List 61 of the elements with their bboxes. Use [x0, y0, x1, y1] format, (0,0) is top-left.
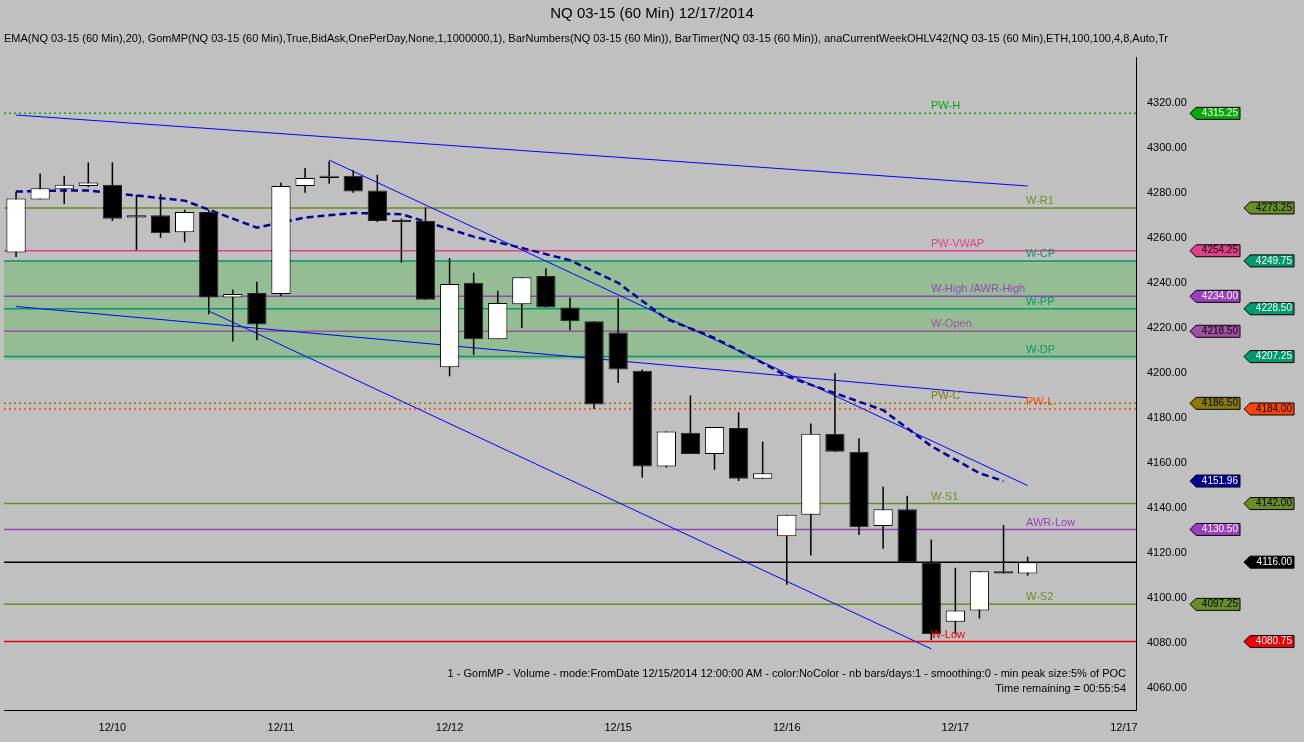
y-tick-label: 4180.00: [1147, 411, 1187, 424]
text: 4116.00: [1256, 555, 1293, 567]
text: 4228.50: [1255, 302, 1293, 314]
y-tick-label: 4280.00: [1147, 185, 1187, 198]
y-tick-label: 4140.00: [1147, 501, 1187, 514]
ref-line-label: PW-VWAP: [931, 236, 985, 249]
ref-line-label: W-Open: [931, 317, 972, 330]
x-tick-label: 12/12: [435, 721, 464, 734]
y-tick-label: 4260.00: [1147, 230, 1187, 243]
text: 4249.75: [1255, 254, 1293, 266]
ref-line-label: PW-C: [931, 389, 961, 402]
text: EMA(NQ 03-15 (60 Min),20), GomMP(NQ 03-15 (60 Min),True,BidAsk,OnePerDay,None,1,1000000,1), BarNumbers(NQ 03-15 (60 Min)), BarTimer(NQ 03-15 (60 Min)), anaCurrentWeekOHLV42(NQ 03-15 (60 Min),ETH,100,100,4,8,Auto,Tr: [4, 32, 1169, 44]
text: 4254.25: [1201, 244, 1239, 256]
candlestick: [175, 208, 195, 244]
y-tick-label: 4220.00: [1147, 320, 1187, 333]
text: 4273.25: [1255, 201, 1293, 213]
text: 4315.25: [1201, 107, 1239, 119]
y-tick-label: 4320.00: [1147, 95, 1187, 108]
text: 4151.96: [1201, 474, 1239, 486]
ref-line-label: W-PP: [1026, 294, 1055, 307]
ref-line-label: W-S2: [1026, 590, 1054, 603]
text: 4234.00: [1201, 290, 1239, 302]
x-tick-label: 12/17: [941, 721, 970, 734]
candlestick: [30, 172, 50, 201]
text: 4097.25: [1201, 598, 1239, 610]
candlestick: [825, 372, 845, 453]
ref-line-label: W-S1: [931, 489, 959, 502]
y-tick-label: 4100.00: [1147, 591, 1187, 604]
text: 4207.25: [1255, 350, 1293, 362]
ref-line-label: PW-H: [931, 99, 961, 112]
x-tick-label: 12/17: [1110, 721, 1138, 734]
text: 4184.00: [1255, 402, 1293, 414]
y-tick-label: 4060.00: [1147, 681, 1187, 694]
y-tick-label: 4120.00: [1147, 546, 1187, 559]
y-tick-label: 4080.00: [1147, 636, 1187, 649]
chart-title: NQ 03-15 (60 Min) 12/17/2014: [549, 4, 755, 21]
candlestick: [680, 394, 701, 455]
text: 4142.00: [1255, 497, 1293, 509]
annotation: 1 - GomMP - Volume - mode:FromDate 12/15/2014 12:00:00 AM - color:NoColor - nb bars/days:1 - smoothing:0 - min peak size:5% of POC: [445, 666, 1128, 681]
candlestick: [560, 296, 580, 331]
text: 4218.50: [1201, 325, 1239, 337]
candlestick: [753, 440, 773, 480]
y-tick-label: 4160.00: [1147, 456, 1187, 469]
x-tick-label: 12/11: [267, 721, 295, 734]
text: 4130.50: [1201, 523, 1239, 535]
ref-line-label: AWR-Low: [1026, 515, 1076, 528]
ref-line-label: W-R1: [1026, 193, 1054, 206]
annotation: Time remaining = 00:55:54: [993, 681, 1128, 696]
y-tick-label: 4300.00: [1147, 140, 1187, 153]
x-tick-label: 12/15: [604, 721, 632, 734]
text: 4186.50: [1201, 397, 1239, 409]
y-tick-label: 4200.00: [1147, 365, 1187, 378]
ref-line-label: PW-L: [1026, 395, 1054, 408]
ref-line-label: W-High /AWR-High: [931, 282, 1026, 295]
x-tick-label: 12/16: [773, 721, 801, 734]
candlestick: [295, 167, 315, 194]
y-tick-label: 4240.00: [1147, 275, 1187, 288]
ref-line-label: W-DP: [1026, 342, 1056, 355]
x-tick-label: 12/10: [98, 721, 127, 734]
text: 4080.75: [1255, 635, 1293, 647]
candlestick: [126, 194, 147, 251]
